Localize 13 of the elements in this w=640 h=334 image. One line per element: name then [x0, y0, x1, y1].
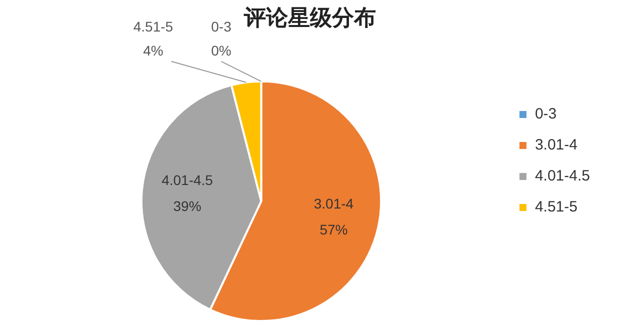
slice-label: 4.01-4.5	[162, 172, 214, 188]
chart-title: 评论星级分布	[243, 6, 376, 31]
text: 0%	[211, 42, 232, 58]
slice-label: 4.51-5	[133, 18, 174, 34]
legend-label: 3.01-4	[534, 136, 578, 154]
legend-label: 4.01-4.5	[534, 168, 590, 185]
category-label: 0-3	[211, 18, 232, 34]
data-label: 39%	[173, 198, 202, 214]
legend-label: 4.51-5	[534, 198, 578, 216]
legend-label: 0-3	[534, 106, 557, 123]
slice-label: 3.01-4	[314, 195, 354, 212]
data-label: 57%	[320, 221, 348, 238]
data-label: 4%	[143, 42, 164, 58]
